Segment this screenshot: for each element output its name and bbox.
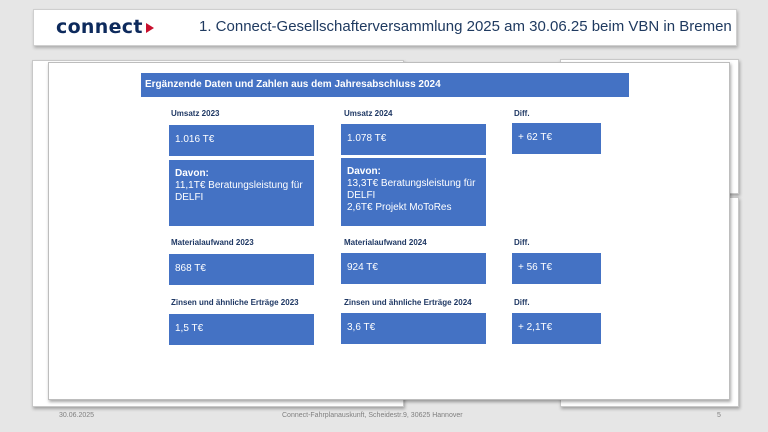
connect-logo: connect — [56, 16, 154, 38]
umsatz-diff-label: Diff. — [514, 109, 530, 118]
logo-text: connect — [56, 16, 143, 38]
zinsen-diff-label: Diff. — [514, 298, 530, 307]
umsatz-2023-label: Umsatz 2023 — [171, 109, 220, 118]
zinsen-diff-value: + 2,1T€ — [512, 313, 601, 344]
davon-heading: Davon: — [347, 166, 381, 177]
main-slide: Ergänzende Daten und Zahlen aus dem Jahr… — [48, 62, 730, 400]
umsatz-2023-value: 1.016 T€ — [169, 125, 314, 156]
umsatz-2024-label: Umsatz 2024 — [344, 109, 393, 118]
slide-title: Ergänzende Daten und Zahlen aus dem Jahr… — [141, 73, 629, 97]
logo-arrow-icon — [145, 23, 154, 33]
zinsen-2024-value: 3,6 T€ — [341, 313, 486, 344]
umsatz-2024-value: 1.078 T€ — [341, 124, 486, 155]
davon-line: 13,3T€ Beratungsleistung für DELFI — [347, 178, 476, 201]
davon-line: 2,6T€ Projekt MoToRes — [347, 202, 452, 213]
umsatz-2023-davon-box: Davon: 11,1T€ Beratungsleistung für DELF… — [169, 160, 314, 226]
materialaufwand-2023-label: Materialaufwand 2023 — [171, 238, 254, 247]
davon-heading: Davon: — [175, 168, 209, 179]
header-title: 1. Connect-Gesellschafterversammlung 202… — [199, 18, 732, 35]
materialaufwand-2024-value: 924 T€ — [341, 253, 486, 284]
materialaufwand-2023-value: 868 T€ — [169, 254, 314, 285]
davon-line: 11,1T€ Beratungsleistung für DELFI — [175, 180, 303, 203]
footer-page-number: 5 — [717, 412, 721, 419]
zinsen-2024-label: Zinsen und ähnliche Erträge 2024 — [344, 298, 472, 307]
zinsen-2023-value: 1,5 T€ — [169, 314, 314, 345]
footer-address: Connect-Fahrplanauskunft, Scheidestr.9, … — [282, 412, 463, 419]
materialaufwand-2024-label: Materialaufwand 2024 — [344, 238, 427, 247]
zinsen-2023-label: Zinsen und ähnliche Erträge 2023 — [171, 298, 299, 307]
materialaufwand-diff-value: + 56 T€ — [512, 253, 601, 284]
umsatz-2024-davon-box: Davon: 13,3T€ Beratungsleistung für DELF… — [341, 158, 486, 226]
umsatz-diff-value: + 62 T€ — [512, 123, 601, 154]
materialaufwand-diff-label: Diff. — [514, 238, 530, 247]
footer-date: 30.06.2025 — [59, 412, 95, 419]
header-bar: connect 1. Connect-Gesellschafterversamm… — [33, 9, 737, 46]
